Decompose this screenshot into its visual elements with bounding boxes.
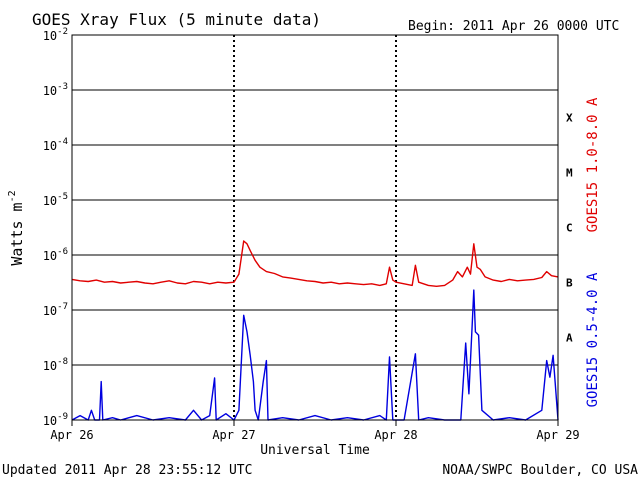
credit-text: NOAA/SWPC Boulder, CO USA bbox=[442, 463, 638, 478]
x-tick-label: Apr 27 bbox=[212, 428, 255, 442]
y-tick-base: 10 bbox=[43, 84, 57, 98]
y-axis-label: Watts m-2 bbox=[7, 190, 26, 265]
y-tick-base: 10 bbox=[43, 194, 57, 208]
x-tick-label: Apr 28 bbox=[374, 428, 417, 442]
y-tick-exponent: -9 bbox=[57, 412, 68, 422]
series-line bbox=[71, 240, 559, 287]
grid bbox=[72, 35, 558, 420]
legend-entry: GOES15 0.5-4.0 A bbox=[585, 272, 601, 407]
chart-title: GOES Xray Flux (5 minute data) bbox=[32, 10, 321, 29]
y-tick-label: 10-7 bbox=[43, 302, 68, 318]
series-group bbox=[71, 240, 559, 421]
svg-text:Watts m-2: Watts m-2 bbox=[7, 190, 26, 265]
y-axis-ticks: 10-210-310-410-510-610-710-810-9 bbox=[43, 27, 68, 428]
flare-class-label: M bbox=[566, 167, 573, 180]
legend-entry: GOES15 1.0-8.0 A bbox=[585, 97, 601, 232]
y-tick-label: 10-6 bbox=[43, 247, 68, 263]
flare-class-label: A bbox=[566, 332, 573, 345]
y-tick-label: 10-8 bbox=[43, 357, 68, 373]
y-tick-exponent: -8 bbox=[57, 357, 68, 367]
legend: GOES15 1.0-8.0 A GOES15 0.5-4.0 A bbox=[585, 97, 601, 407]
y-tick-base: 10 bbox=[43, 414, 57, 428]
y-tick-exponent: -5 bbox=[57, 192, 68, 202]
plot-frame bbox=[71, 34, 559, 421]
y-tick-label: 10-4 bbox=[43, 137, 68, 153]
flare-class-labels: X M C B A bbox=[566, 112, 573, 345]
flare-class-label: X bbox=[566, 112, 573, 125]
y-tick-label: 10-5 bbox=[43, 192, 68, 208]
flare-class-label: B bbox=[566, 277, 573, 290]
y-tick-base: 10 bbox=[43, 139, 57, 153]
y-tick-exponent: -3 bbox=[57, 82, 68, 92]
flare-class-label: C bbox=[566, 222, 573, 235]
x-axis-ticks: Apr 26 Apr 27 Apr 28 Apr 29 bbox=[50, 420, 580, 442]
y-tick-label: 10-3 bbox=[43, 82, 68, 98]
y-tick-exponent: -2 bbox=[57, 27, 68, 37]
begin-label: Begin: 2011 Apr 26 0000 UTC bbox=[408, 19, 619, 34]
updated-timestamp: Updated 2011 Apr 28 23:55:12 UTC bbox=[2, 463, 252, 478]
y-tick-label: 10-2 bbox=[43, 27, 68, 43]
y-tick-exponent: -4 bbox=[57, 137, 68, 147]
x-axis-label: Universal Time bbox=[260, 443, 370, 458]
y-axis-label-exponent: -2 bbox=[7, 190, 18, 202]
x-tick-label: Apr 29 bbox=[536, 428, 579, 442]
y-axis-label-text: Watts m bbox=[8, 202, 26, 265]
y-tick-base: 10 bbox=[43, 359, 57, 373]
y-tick-base: 10 bbox=[43, 29, 57, 43]
series-line bbox=[71, 289, 559, 421]
x-tick-label: Apr 26 bbox=[50, 428, 93, 442]
y-tick-base: 10 bbox=[43, 249, 57, 263]
y-tick-label: 10-9 bbox=[43, 412, 68, 428]
y-tick-base: 10 bbox=[43, 304, 57, 318]
y-tick-exponent: -6 bbox=[57, 247, 68, 257]
y-tick-exponent: -7 bbox=[57, 302, 68, 312]
